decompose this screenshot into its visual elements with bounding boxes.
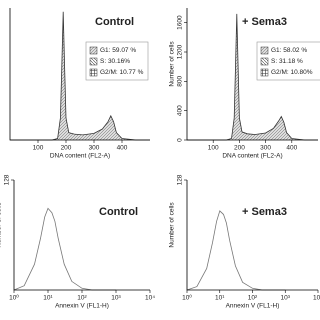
curve [186, 210, 286, 291]
x-tick-label: 10⁰ [182, 294, 192, 302]
x-tick-label: 10¹ [43, 295, 53, 302]
y-tick-label: 0 [177, 138, 184, 142]
legend-swatch [260, 57, 269, 66]
legend-swatch [89, 57, 98, 66]
x-tick-label: 300 [89, 145, 100, 152]
x-tick-label: 10⁰ [9, 294, 19, 302]
axes [13, 180, 150, 291]
x-tick-label: 10⁴ [313, 295, 320, 302]
curve [13, 207, 116, 291]
x-tick-label: 100 [208, 145, 219, 152]
axes [186, 180, 318, 291]
x-tick-label: 100 [33, 145, 44, 152]
legend-label: S: 31.18 % [271, 58, 303, 65]
y-axis-label: Number of cells [169, 41, 176, 87]
y-tick-label: 1200 [177, 44, 184, 59]
x-axis-label: DNA content (FL2-A) [222, 153, 282, 160]
x-axis-label: Annexin V (FL1-H) [226, 303, 280, 310]
legend-label: G1: 58.02 % [271, 47, 307, 54]
y-tick-label: 128 [4, 174, 11, 185]
legend-label: G2/M: 10.80% [271, 69, 313, 76]
x-tick-label: 10⁴ [145, 295, 155, 302]
legend-swatch [260, 46, 269, 55]
legend-swatch [89, 68, 98, 77]
legend-swatch [260, 68, 269, 77]
panel-title: + Sema3 [242, 16, 287, 28]
curve [187, 13, 318, 141]
y-tick-label: 800 [177, 76, 184, 87]
x-tick-label: 400 [117, 145, 128, 152]
x-tick-label: 200 [234, 145, 245, 152]
panel-title: Control [95, 16, 134, 28]
axes [9, 8, 150, 141]
y-axis-label: Number of cells [0, 202, 3, 248]
x-axis-label: Annexin V (FL1-H) [55, 303, 109, 310]
y-tick-label: 1600 [177, 15, 184, 30]
curve [10, 11, 150, 141]
x-tick-label: 200 [61, 145, 72, 152]
x-tick-label: 10² [77, 295, 87, 302]
legend-label: G1: 59.07 % [100, 47, 136, 54]
x-tick-label: 300 [260, 145, 271, 152]
x-tick-label: 10³ [111, 295, 121, 302]
x-tick-label: 10¹ [215, 295, 225, 302]
panel-title: + Sema3 [242, 206, 287, 218]
legend-label: S: 30.16% [100, 58, 130, 65]
x-axis-label: DNA content (FL2-A) [50, 153, 110, 160]
legend-swatch [89, 46, 98, 55]
y-axis-label: Number of cells [169, 202, 176, 248]
legend-label: G2/M: 10.77 % [100, 69, 144, 76]
y-tick-label: 400 [177, 105, 184, 116]
panel-title: Control [99, 206, 138, 218]
x-tick-label: 400 [286, 145, 297, 152]
y-tick-label: 128 [177, 174, 184, 185]
x-tick-label: 10³ [281, 295, 291, 302]
x-tick-label: 10² [248, 295, 258, 302]
